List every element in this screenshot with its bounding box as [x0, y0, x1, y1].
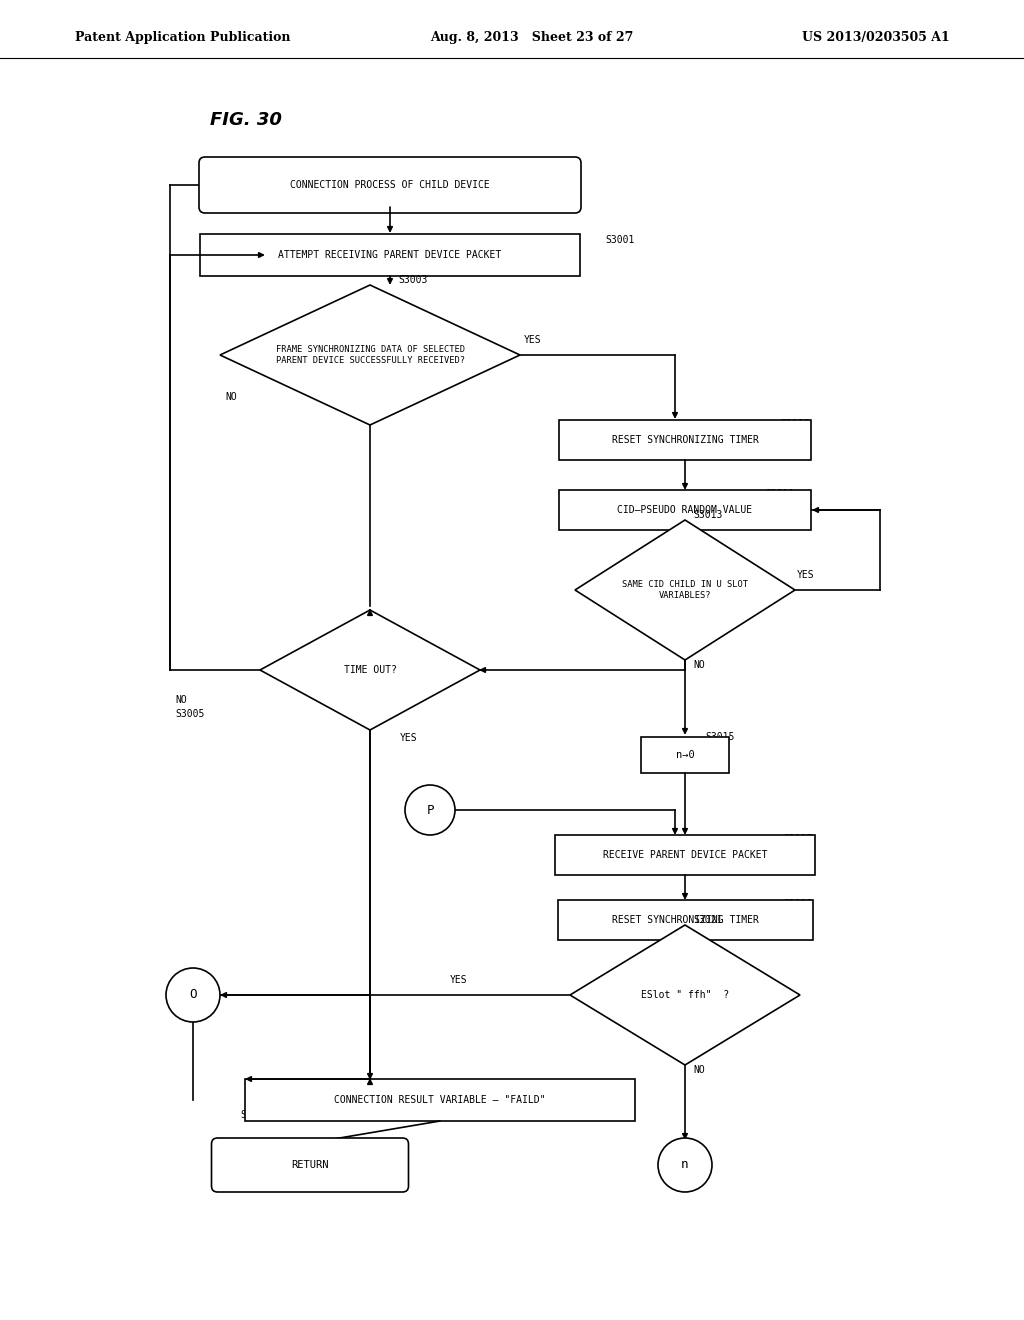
Text: ESlot " ffh"  ?: ESlot " ffh" ?: [641, 990, 729, 1001]
Text: RETURN: RETURN: [291, 1160, 329, 1170]
Bar: [555, 836, 815, 875]
Text: O: O: [189, 989, 197, 1002]
Text: RESET SYNCHRONIZING TIMER: RESET SYNCHRONIZING TIMER: [611, 436, 759, 445]
Text: S3001: S3001: [605, 235, 635, 246]
Text: S3007: S3007: [240, 1110, 269, 1119]
Text: n→0: n→0: [676, 750, 694, 760]
Bar: [557, 900, 812, 940]
Bar: [559, 420, 811, 459]
Bar: [559, 490, 811, 531]
Text: S3005: S3005: [175, 709, 205, 719]
Text: FRAME SYNCHRONIZING DATA OF SELECTED
PARENT DEVICE SUCCESSFULLY RECEIVED?: FRAME SYNCHRONIZING DATA OF SELECTED PAR…: [275, 346, 465, 364]
Text: CID—PSEUDO RANDOM VALUE: CID—PSEUDO RANDOM VALUE: [617, 506, 753, 515]
Text: Patent Application Publication: Patent Application Publication: [75, 32, 291, 45]
FancyBboxPatch shape: [199, 157, 581, 213]
Text: FIG. 30: FIG. 30: [210, 111, 282, 129]
Text: S3003: S3003: [398, 275, 427, 285]
Text: ATTEMPT RECEIVING PARENT DEVICE PACKET: ATTEMPT RECEIVING PARENT DEVICE PACKET: [279, 249, 502, 260]
Text: n: n: [681, 1159, 689, 1172]
FancyBboxPatch shape: [212, 1138, 409, 1192]
Text: SAME CID CHILD IN U SLOT
VARIABLES?: SAME CID CHILD IN U SLOT VARIABLES?: [622, 581, 748, 599]
Text: NO: NO: [693, 1065, 705, 1074]
Text: CONNECTION RESULT VARIABLE — "FAILD": CONNECTION RESULT VARIABLE — "FAILD": [334, 1096, 546, 1105]
Text: NO: NO: [175, 696, 186, 705]
Text: RECEIVE PARENT DEVICE PACKET: RECEIVE PARENT DEVICE PACKET: [603, 850, 767, 861]
Text: S3019: S3019: [783, 899, 812, 909]
Text: S3015: S3015: [705, 733, 734, 742]
Text: YES: YES: [400, 733, 418, 743]
Text: S3021: S3021: [693, 915, 722, 925]
Text: YES: YES: [450, 975, 468, 985]
Text: S3009: S3009: [780, 418, 809, 429]
Text: S3013: S3013: [693, 510, 722, 520]
Text: Aug. 8, 2013   Sheet 23 of 27: Aug. 8, 2013 Sheet 23 of 27: [430, 32, 634, 45]
Text: NO: NO: [225, 392, 237, 403]
Circle shape: [658, 1138, 712, 1192]
Polygon shape: [260, 610, 480, 730]
Bar: [245, 1078, 635, 1121]
Text: US 2013/0203505 A1: US 2013/0203505 A1: [802, 32, 950, 45]
Bar: [641, 737, 729, 774]
Text: P: P: [426, 804, 434, 817]
Text: TIME OUT?: TIME OUT?: [344, 665, 396, 675]
Polygon shape: [220, 285, 520, 425]
Polygon shape: [570, 925, 800, 1065]
Text: YES: YES: [797, 570, 815, 579]
Text: RESET SYNCHRONIZING TIMER: RESET SYNCHRONIZING TIMER: [611, 915, 759, 925]
Circle shape: [166, 968, 220, 1022]
Bar: [200, 234, 580, 276]
Text: S3011: S3011: [765, 488, 795, 499]
Text: YES: YES: [524, 335, 542, 345]
Text: CONNECTION PROCESS OF CHILD DEVICE: CONNECTION PROCESS OF CHILD DEVICE: [290, 180, 489, 190]
Text: NO: NO: [693, 660, 705, 671]
Text: S3017: S3017: [783, 834, 812, 843]
Polygon shape: [575, 520, 795, 660]
Circle shape: [406, 785, 455, 836]
